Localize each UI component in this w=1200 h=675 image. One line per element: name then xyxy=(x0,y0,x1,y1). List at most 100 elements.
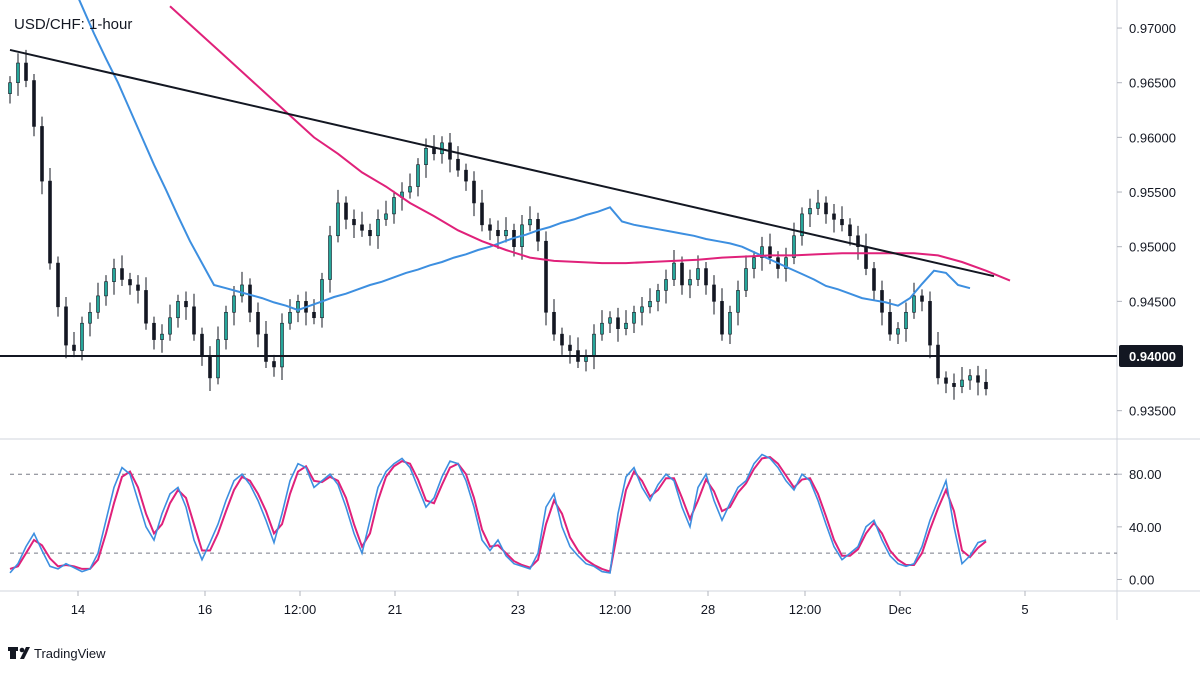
candle-body xyxy=(840,219,844,226)
candle-body xyxy=(824,202,828,215)
candle-body xyxy=(976,375,980,383)
price-tick-label: 0.93500 xyxy=(1129,404,1176,419)
candle-body xyxy=(88,311,92,324)
candle-body xyxy=(640,306,644,313)
candle-body xyxy=(960,379,964,387)
axes: 0.97000 0.96500 0.96000 0.95500 0.95000 0.945… xyxy=(71,21,1183,617)
candle-body xyxy=(704,268,708,286)
candle-body xyxy=(504,229,508,237)
time-tick-label: 23 xyxy=(511,602,525,617)
candle-body xyxy=(32,80,36,127)
candle-body xyxy=(608,317,612,324)
time-tick-label: 21 xyxy=(388,602,402,617)
candle-body xyxy=(744,268,748,291)
stoch-tick-label: 40.00 xyxy=(1129,520,1162,535)
candle-body xyxy=(864,246,868,269)
candle-body xyxy=(728,311,732,335)
candle-body xyxy=(888,311,892,335)
candle-body xyxy=(48,180,52,264)
candle-body xyxy=(784,257,788,269)
candle-body xyxy=(352,219,356,226)
candle-body xyxy=(408,186,412,193)
price-tick-label: 0.97000 xyxy=(1129,21,1176,36)
stoch-d-line xyxy=(9,456,987,573)
candle-body xyxy=(128,279,132,286)
candle-body xyxy=(496,229,500,237)
candle-body xyxy=(768,246,772,258)
candle-body xyxy=(968,375,972,381)
candle-body xyxy=(112,268,116,282)
candle-body xyxy=(808,208,812,215)
price-panel xyxy=(0,0,1117,400)
candle-body xyxy=(208,355,212,379)
candle-body xyxy=(792,235,796,258)
candle-body xyxy=(160,333,164,340)
time-tick-label: Dec xyxy=(888,602,912,617)
sma-100-line xyxy=(78,0,971,312)
candle-body xyxy=(152,322,156,340)
candle-body xyxy=(384,213,388,220)
time-tick-label: 12:00 xyxy=(789,602,822,617)
candle-body xyxy=(64,306,68,346)
candle-body xyxy=(136,284,140,291)
candle-body xyxy=(16,62,20,84)
candle-body xyxy=(72,344,76,351)
candle-body xyxy=(392,197,396,215)
candle-body xyxy=(632,311,636,324)
candle-body xyxy=(760,246,764,258)
candle-body xyxy=(736,290,740,313)
candle-body xyxy=(328,235,332,280)
price-tick-label: 0.95000 xyxy=(1129,240,1176,255)
candle-body xyxy=(528,219,532,226)
candle-body xyxy=(800,213,804,237)
candle-body xyxy=(816,202,820,209)
candle-body xyxy=(456,158,460,171)
candle-body xyxy=(912,295,916,313)
candle-body xyxy=(600,322,604,335)
candle-body xyxy=(240,284,244,297)
candle-body xyxy=(416,164,420,187)
support-price-badge xyxy=(1119,345,1183,368)
candle-body xyxy=(264,333,268,362)
candle-body xyxy=(8,82,12,94)
time-tick-label: 12:00 xyxy=(284,602,317,617)
candle-body xyxy=(752,257,756,269)
price-tick-label: 0.95500 xyxy=(1129,185,1176,200)
candle-body xyxy=(832,213,836,220)
candle-body xyxy=(896,328,900,335)
grid xyxy=(0,0,1200,620)
candle-body xyxy=(168,317,172,335)
candle-body xyxy=(568,344,572,351)
price-tick-label: 0.96500 xyxy=(1129,76,1176,91)
time-tick-label: 28 xyxy=(701,602,715,617)
candle-body xyxy=(368,229,372,237)
stoch-k-line xyxy=(9,453,987,574)
candle-body xyxy=(256,311,260,335)
candle-body xyxy=(920,295,924,302)
brand-name: TradingView xyxy=(34,646,106,661)
candle-body xyxy=(432,148,436,155)
tradingview-logo-icon xyxy=(8,647,30,659)
candle-body xyxy=(200,333,204,357)
candle-body xyxy=(280,322,284,368)
candle-body xyxy=(552,311,556,335)
candle-body xyxy=(56,262,60,308)
price-tick-label: 0.94500 xyxy=(1129,294,1176,309)
candle-body xyxy=(664,279,668,291)
candle-body xyxy=(40,126,44,182)
candle-body xyxy=(472,180,476,204)
candle-body xyxy=(184,301,188,308)
candle-body xyxy=(360,224,364,231)
candle-body xyxy=(376,219,380,237)
time-tick-label: 14 xyxy=(71,602,85,617)
candle-body xyxy=(296,301,300,313)
candle-body xyxy=(104,281,108,297)
candle-body xyxy=(80,322,84,351)
candle-body xyxy=(320,279,324,319)
time-tick-label: 16 xyxy=(198,602,212,617)
candle-body xyxy=(464,169,468,182)
candle-body xyxy=(984,381,988,390)
candle-body xyxy=(712,284,716,302)
chart-title: USD/CHF: 1-hour xyxy=(14,16,132,33)
